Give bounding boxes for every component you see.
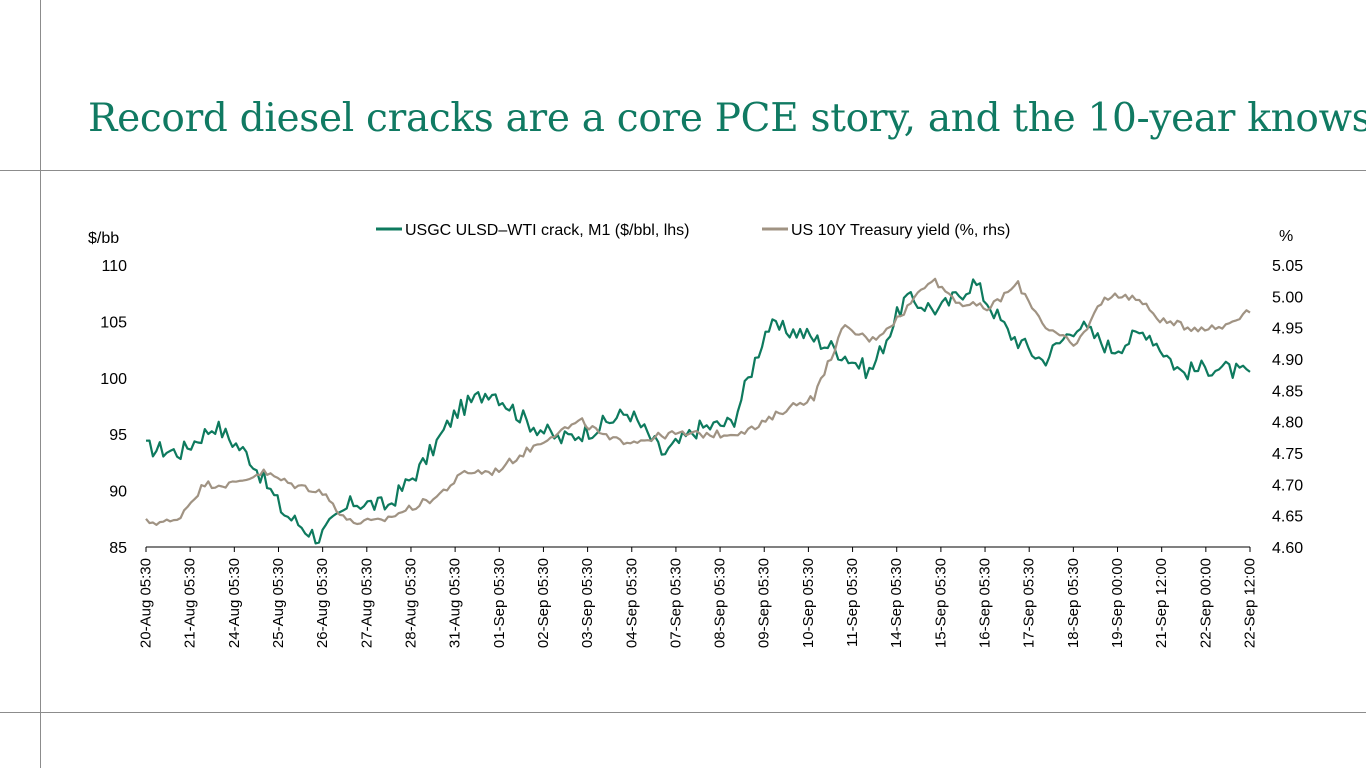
y-right-tick-label: 5.00: [1272, 289, 1303, 306]
series-line-crack: [145, 278, 1251, 545]
y-right-tick-label: 4.90: [1272, 352, 1303, 369]
dual-axis-line-chart: USGC ULSD–WTI crack, M1 ($/bbl, lhs) US 1…: [88, 222, 1303, 648]
y-right-tick-label: 4.95: [1272, 321, 1303, 338]
y-right-tick-label: 5.05: [1272, 258, 1303, 275]
y-right-tick-label: 4.70: [1272, 477, 1303, 494]
x-tick-label: 25-Aug 05:30: [270, 558, 287, 648]
series-line-yield: [145, 277, 1251, 526]
x-tick-label: 22-Sep 12:00: [1242, 558, 1259, 648]
x-tick-label: 20-Aug 05:30: [138, 558, 155, 648]
x-tick-label: 09-Sep 05:30: [756, 558, 773, 648]
x-tick-label: 22-Sep 00:00: [1197, 558, 1214, 648]
x-tick-label: 10-Sep 05:30: [800, 558, 817, 648]
x-tick-label: 04-Sep 05:30: [623, 558, 640, 648]
y-left-tick-label: 85: [109, 540, 127, 557]
x-tick-label: 15-Sep 05:30: [932, 558, 949, 648]
y-left-tick-label: 90: [109, 484, 127, 501]
x-tick-label: 03-Sep 05:30: [579, 558, 596, 648]
chart-series: [145, 277, 1251, 545]
x-tick-label: 21-Aug 05:30: [182, 558, 199, 648]
y-left-tick-label: 110: [101, 258, 127, 275]
x-tick-label: 02-Sep 05:30: [535, 558, 552, 648]
chart-axes: 20-Aug 05:30 21-Aug 05:30 24-Aug 05:30 25-A…: [88, 228, 1303, 648]
y-left-axis-label: $/bb: [88, 230, 119, 247]
y-right-tick-label: 4.75: [1272, 446, 1303, 463]
y-right-tick-label: 4.80: [1272, 415, 1303, 432]
frame-bottom-rule: [0, 712, 1366, 713]
x-tick-label: 01-Sep 05:30: [491, 558, 508, 648]
x-tick-label: 17-Sep 05:30: [1021, 558, 1038, 648]
x-tick-label: 27-Aug 05:30: [358, 558, 375, 648]
x-tick-label: 14-Sep 05:30: [888, 558, 905, 648]
y-right-tick-label: 4.65: [1272, 509, 1303, 526]
slide-title: Record diesel cracks are a core PCE stor…: [88, 96, 1366, 141]
x-tick-label: 28-Aug 05:30: [402, 558, 419, 648]
frame-top-rule: [0, 170, 1366, 171]
x-tick-label: 07-Sep 05:30: [667, 558, 684, 648]
y-right-tick-label: 4.60: [1272, 540, 1303, 557]
legend-label: USGC ULSD–WTI crack, M1 ($/bbl, lhs): [405, 222, 690, 239]
x-tick-label: 24-Aug 05:30: [226, 558, 243, 648]
frame-vertical-line: [40, 0, 41, 768]
x-tick-label: 18-Sep 05:30: [1065, 558, 1082, 648]
x-tick-label: 21-Sep 12:00: [1153, 558, 1170, 648]
x-tick-label: 26-Aug 05:30: [314, 558, 331, 648]
x-tick-label: 11-Sep 05:30: [844, 558, 861, 647]
x-tick-label: 08-Sep 05:30: [712, 558, 729, 648]
y-right-tick-label: 4.85: [1272, 383, 1303, 400]
chart-legend: USGC ULSD–WTI crack, M1 ($/bbl, lhs) US 1…: [376, 222, 1010, 239]
y-right-axis-label: %: [1279, 228, 1293, 245]
x-tick-label: 31-Aug 05:30: [447, 558, 464, 648]
legend-label: US 10Y Treasury yield (%, rhs): [791, 222, 1010, 239]
x-tick-label: 16-Sep 05:30: [977, 558, 994, 648]
x-tick-label: 19-Sep 00:00: [1109, 558, 1126, 648]
y-left-tick-label: 105: [100, 314, 127, 331]
y-left-tick-label: 100: [100, 371, 127, 388]
y-left-tick-label: 95: [109, 427, 127, 444]
